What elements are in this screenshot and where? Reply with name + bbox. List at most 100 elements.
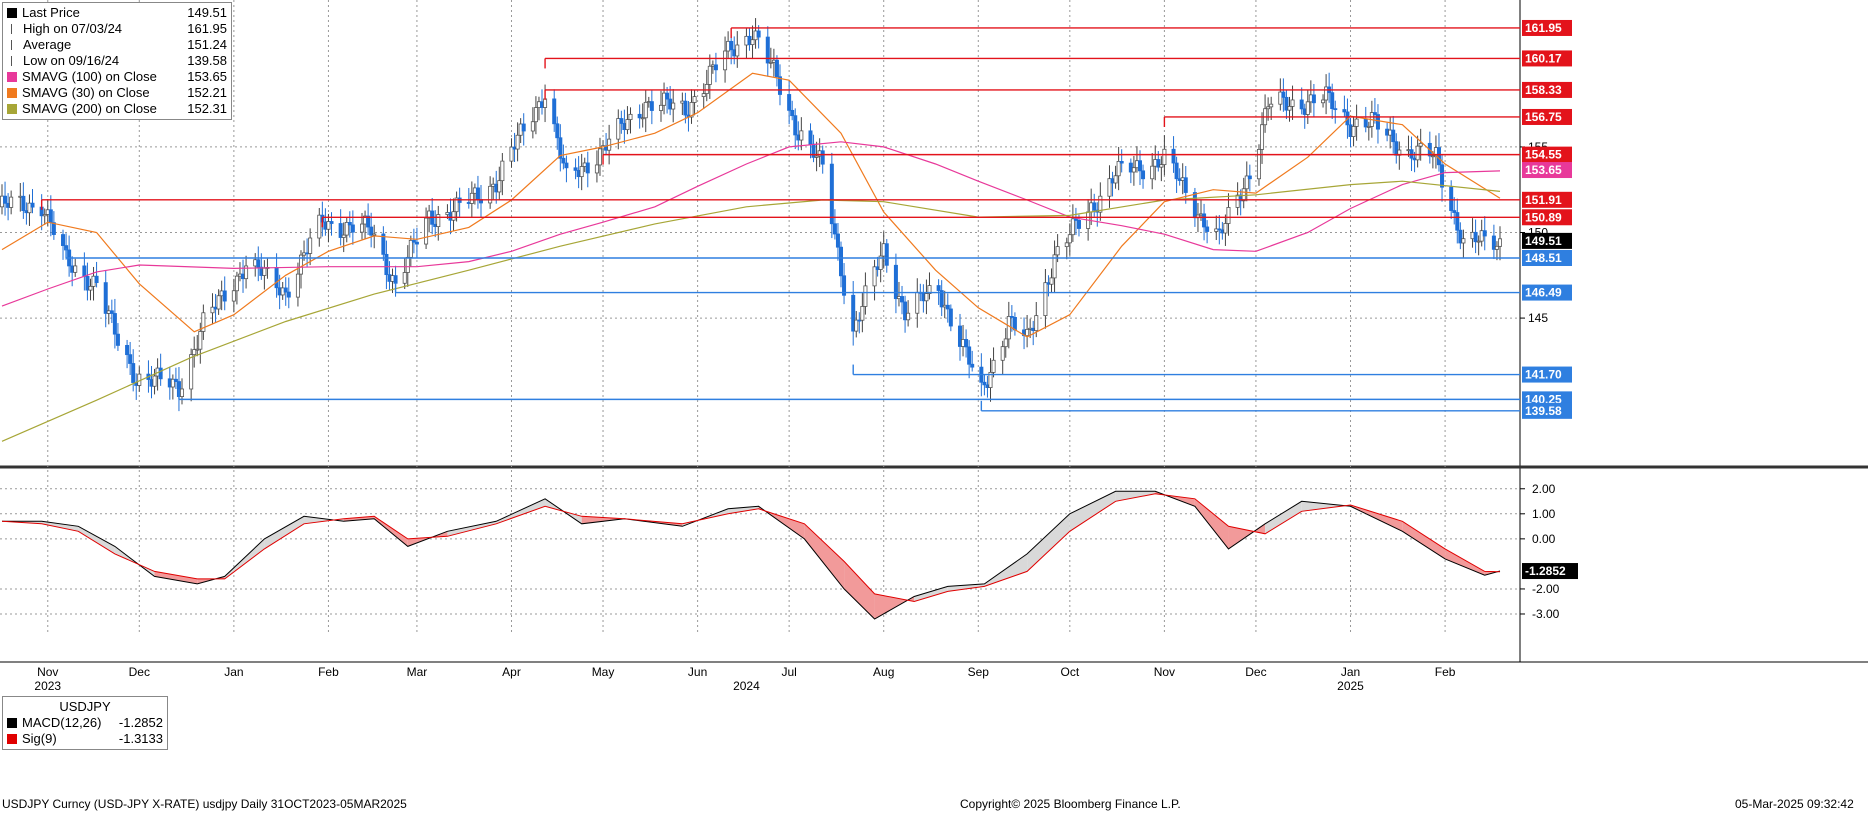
candle-body — [3, 195, 8, 204]
candle-body — [765, 36, 770, 64]
macd-fill — [1027, 513, 1070, 572]
candle-body — [552, 98, 557, 125]
candle-body — [530, 121, 535, 132]
candle-body — [707, 65, 712, 85]
candle-body — [1131, 167, 1136, 173]
macd-y-tick-label: 2.00 — [1532, 482, 1556, 496]
low-marker-icon — [11, 56, 18, 66]
candle-body — [774, 59, 779, 78]
candle-body — [234, 275, 239, 292]
candle-body — [1076, 220, 1081, 229]
candle-body — [649, 101, 654, 111]
candle-body — [854, 319, 859, 332]
candle-body — [326, 221, 331, 230]
x-tick-label: Apr — [502, 665, 521, 679]
macd-fill — [914, 586, 948, 602]
candle-body — [1330, 92, 1335, 110]
candle-body — [1278, 91, 1283, 105]
candle-body — [1287, 106, 1292, 111]
candle-body — [317, 214, 322, 239]
legend-label: Low on 09/16/24 — [23, 53, 120, 68]
candle-body — [814, 155, 819, 158]
candle-body — [9, 196, 14, 208]
candle-body — [1281, 91, 1286, 98]
candle-body — [579, 166, 584, 178]
macd-fill — [1402, 521, 1446, 559]
x-tick-label: Nov — [37, 665, 58, 679]
candle-body — [51, 222, 56, 235]
candle-body — [1223, 223, 1228, 234]
candle-body — [436, 214, 441, 228]
macd-fill — [41, 521, 79, 532]
candle-body — [231, 290, 236, 302]
macd-fill — [264, 516, 305, 549]
macd-fill — [1194, 498, 1229, 549]
candle-body — [851, 294, 856, 332]
year-label: 2023 — [34, 679, 61, 693]
candle-body — [558, 137, 563, 159]
footer-security: USDJPY Curncy (USD-JPY X-RATE) usdjpy Da… — [2, 797, 407, 811]
candle-body — [1025, 328, 1030, 337]
macd-fill — [581, 516, 625, 524]
legend-value: 153.65 — [187, 69, 227, 84]
legend-row: SMAVG (200) on Close 152.31 — [7, 101, 227, 117]
candle-body — [1375, 114, 1380, 130]
candle-body — [408, 239, 413, 258]
candle-body — [274, 267, 279, 289]
candle-body — [500, 160, 505, 182]
candle-body — [131, 363, 136, 383]
candle-body — [82, 265, 87, 277]
candle-body — [1256, 149, 1261, 180]
candle-body — [1305, 101, 1310, 115]
candle-body — [414, 241, 419, 245]
axis-value-label: 153.65 — [1525, 163, 1562, 177]
candle-body — [1043, 282, 1048, 317]
year-label: 2025 — [1337, 679, 1364, 693]
candle-body — [1192, 192, 1197, 219]
signal-legend-label: Sig(9) — [22, 731, 57, 746]
candle-body — [1119, 160, 1124, 164]
candle-body — [198, 331, 203, 350]
candle-body — [372, 233, 377, 236]
support-label-bg — [1522, 284, 1572, 301]
candle-body — [829, 163, 834, 225]
candle-body — [27, 202, 32, 214]
candle-body — [1430, 155, 1435, 158]
macd-fill — [78, 526, 115, 554]
candle-body — [384, 253, 389, 276]
candle-body — [1418, 142, 1423, 147]
moving-average-line — [1, 180, 1501, 442]
candle-body — [48, 209, 53, 224]
candle-body — [344, 222, 349, 236]
candle-body — [573, 167, 578, 171]
legend-label: Last Price — [22, 5, 80, 20]
resistance-label-bg — [1522, 50, 1572, 67]
candle-body — [295, 273, 300, 298]
macd-last-label: -1.2852 — [1525, 564, 1566, 578]
candle-body — [1064, 242, 1069, 248]
axis-value-bg — [1522, 232, 1572, 249]
candle-body — [1113, 175, 1118, 184]
square-icon — [7, 8, 17, 18]
candle-body — [125, 345, 130, 356]
candle-body — [94, 275, 99, 284]
candle-body — [1491, 235, 1496, 250]
candle-body — [842, 275, 847, 296]
candle-body — [1436, 147, 1441, 166]
axis-value-bg — [1522, 162, 1572, 179]
candle-body — [1290, 99, 1295, 107]
candle-body — [1391, 129, 1396, 143]
resistance-label: 160.17 — [1525, 51, 1562, 65]
legend-row: Low on 09/16/24 139.58 — [7, 53, 227, 69]
candle-body — [1461, 238, 1466, 244]
candle-body — [222, 290, 227, 302]
candle-body — [643, 101, 648, 119]
candle-body — [1241, 188, 1246, 202]
legend-row: SMAVG (100) on Close 153.65 — [7, 69, 227, 85]
legend-label: SMAVG (200) on Close — [22, 101, 157, 116]
candle-body — [1440, 164, 1445, 188]
candle-body — [957, 325, 962, 347]
candle-body — [884, 243, 889, 266]
candle-body — [1473, 231, 1478, 243]
candle-body — [671, 102, 676, 110]
